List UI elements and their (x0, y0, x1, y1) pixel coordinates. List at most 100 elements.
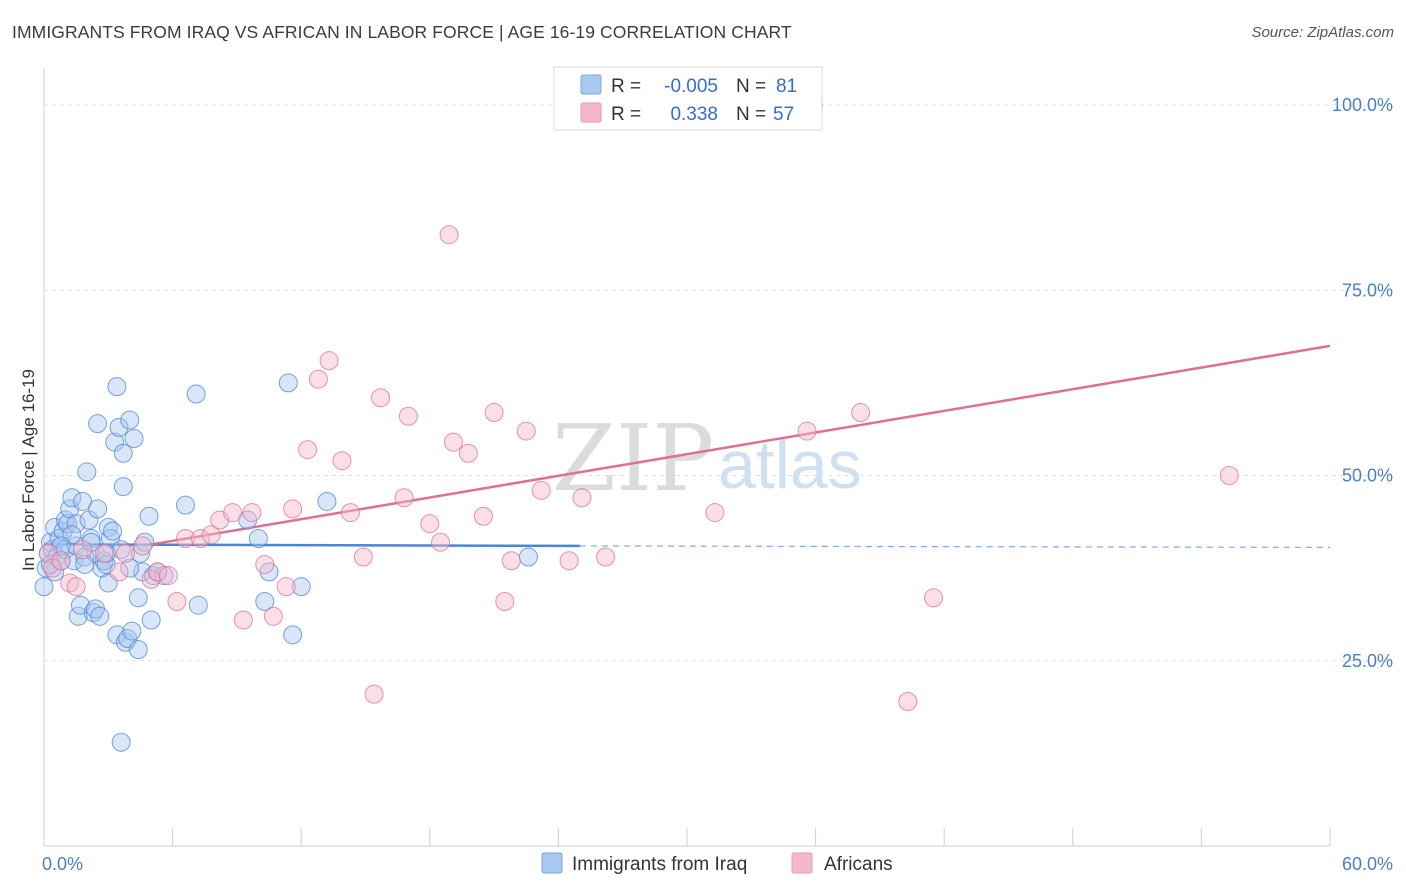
point-iraq (518, 547, 538, 567)
legend-r-label: R = (611, 76, 641, 97)
point-iraq (90, 606, 110, 626)
legend-n-label: N = (736, 104, 766, 125)
point-africans (458, 443, 478, 463)
x-tick-label: 60.0% (1342, 854, 1393, 874)
point-iraq (73, 491, 93, 511)
point-africans (73, 540, 93, 560)
x-tick-labels: 0.0% 60.0% (42, 854, 1393, 874)
point-iraq (278, 373, 298, 393)
point-africans (353, 547, 373, 567)
legend-n-value: 57 (773, 104, 794, 125)
legend-r-value: 0.338 (670, 104, 718, 125)
chart-title: IMMIGRANTS FROM IRAQ VS AFRICAN IN LABOR… (12, 22, 792, 42)
point-iraq (113, 477, 133, 497)
point-iraq (120, 410, 140, 430)
point-iraq (130, 543, 150, 563)
legend: R = -0.005 N = 81 R = 0.338 N = 57 (553, 66, 823, 131)
point-africans (94, 543, 114, 563)
point-iraq (128, 640, 148, 660)
point-africans (60, 573, 80, 593)
point-iraq (75, 554, 95, 574)
point-africans (394, 488, 414, 508)
point-africans (167, 591, 187, 611)
x-tick-label: 0.0% (42, 854, 83, 874)
point-iraq (124, 428, 144, 448)
bottom-legend: Immigrants from Iraq Africans (541, 852, 893, 875)
point-iraq (141, 610, 161, 630)
point-africans (439, 225, 459, 245)
axes (43, 68, 1331, 847)
point-africans (473, 506, 493, 526)
point-africans (223, 503, 243, 523)
point-africans (923, 588, 943, 608)
legend-swatch-iraq (580, 74, 602, 95)
bottom-legend-label-iraq: Immigrants from Iraq (572, 854, 747, 875)
legend-n-label: N = (736, 76, 766, 97)
point-iraq (188, 595, 208, 615)
trend-line-africans (150, 344, 1331, 546)
point-iraq (120, 558, 140, 578)
point-africans (531, 480, 551, 500)
watermark: ZIP atlas (552, 405, 862, 512)
point-iraq (107, 377, 127, 397)
point-africans (298, 440, 318, 460)
point-iraq (186, 384, 206, 404)
point-africans (233, 610, 253, 630)
chart-source: Source: ZipAtlas.com (1251, 24, 1394, 41)
point-africans (495, 591, 515, 611)
point-iraq (88, 414, 108, 434)
point-africans (420, 514, 440, 534)
point-africans (431, 532, 451, 552)
point-iraq (34, 577, 54, 597)
point-africans (242, 503, 262, 523)
watermark-zip: ZIP (552, 405, 714, 512)
point-africans (572, 488, 592, 508)
legend-n-value: 81 (776, 76, 797, 97)
point-iraq (103, 521, 123, 541)
point-africans (319, 351, 339, 371)
y-axis-label: In Labor Force | Age 16-19 (19, 369, 38, 571)
legend-r-label: R = (611, 104, 641, 125)
point-iraq (175, 495, 195, 515)
point-iraq (154, 566, 174, 586)
y-tick-label: 75.0% (1342, 280, 1393, 300)
y-tick-label: 25.0% (1342, 651, 1393, 671)
point-africans (201, 525, 221, 545)
trend-line-iraq-extension (579, 545, 1331, 548)
point-africans (255, 554, 275, 574)
y-tick-label: 50.0% (1342, 466, 1393, 486)
point-africans (51, 551, 71, 571)
point-africans (364, 684, 384, 704)
point-iraq (139, 506, 159, 526)
point-africans (371, 388, 391, 408)
point-africans (596, 547, 616, 567)
point-africans (1219, 466, 1239, 486)
point-africans (109, 562, 129, 582)
point-africans (516, 421, 536, 441)
point-africans (308, 369, 328, 389)
point-africans (559, 551, 579, 571)
point-africans (158, 566, 178, 586)
point-africans (398, 406, 418, 426)
point-iraq (109, 417, 129, 437)
point-iraq (122, 621, 142, 641)
bottom-legend-swatch-iraq (541, 852, 563, 874)
point-africans (340, 503, 360, 523)
point-iraq (291, 577, 311, 597)
point-africans (148, 562, 168, 582)
point-iraq (111, 732, 131, 752)
point-africans (133, 536, 153, 556)
point-iraq (317, 491, 337, 511)
point-africans (484, 403, 504, 423)
point-africans (190, 529, 210, 549)
point-africans (175, 529, 195, 549)
grid-lines (44, 104, 1392, 662)
point-africans (276, 577, 296, 597)
point-iraq (255, 591, 275, 611)
legend-r-value: -0.005 (664, 76, 718, 97)
point-iraq (113, 443, 133, 463)
point-africans (851, 403, 871, 423)
point-iraq (88, 499, 108, 519)
bottom-legend-swatch-africans (791, 852, 813, 874)
